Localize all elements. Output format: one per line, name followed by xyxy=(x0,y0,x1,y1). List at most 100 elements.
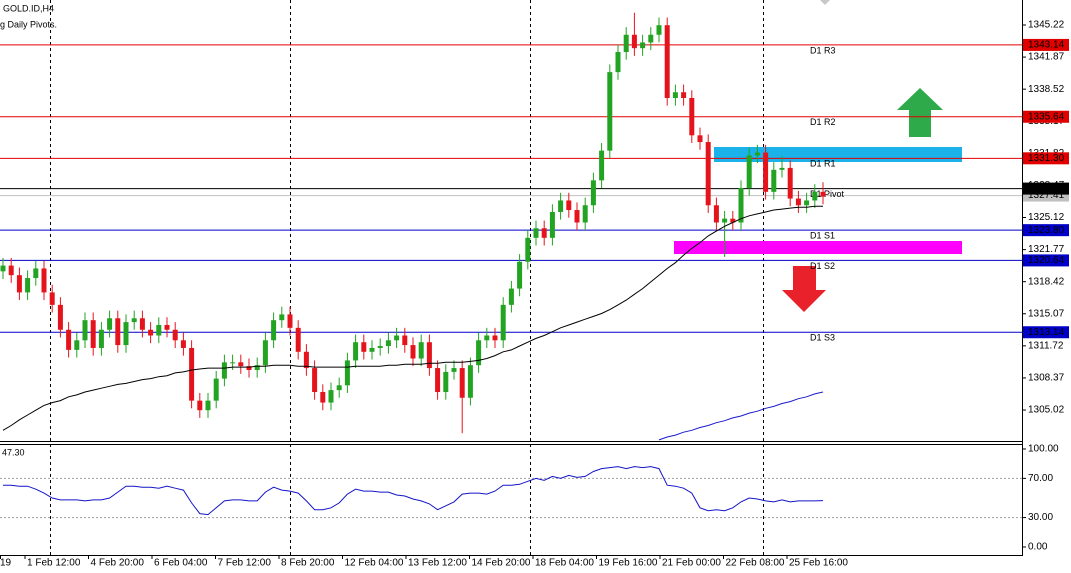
candle-body xyxy=(107,318,113,330)
candle-body xyxy=(402,335,408,346)
moving-average xyxy=(2,205,823,431)
candle-body xyxy=(74,340,80,350)
frame xyxy=(0,0,1023,556)
candle-body xyxy=(763,152,769,192)
candle-body xyxy=(590,180,596,206)
period-separators xyxy=(50,0,764,555)
candle-body xyxy=(394,335,400,341)
level-price-box xyxy=(1023,152,1069,165)
x-tick-label: 18 Feb 04:00 xyxy=(535,558,594,569)
pivot-level-name: D1 S2 xyxy=(810,261,835,271)
candle-body xyxy=(172,329,178,341)
y-tick-label: 30.00 xyxy=(1028,512,1053,523)
candle-body xyxy=(98,329,104,348)
candle-body xyxy=(377,346,383,348)
candle-body xyxy=(656,25,662,35)
y-tick-label: 70.00 xyxy=(1028,473,1053,484)
candle-body xyxy=(287,314,293,328)
candle-body xyxy=(599,150,605,181)
candle-body xyxy=(476,340,482,366)
candle-body xyxy=(467,365,473,398)
level-price-box xyxy=(1023,254,1069,267)
level-price-box xyxy=(1023,326,1069,339)
candle-body xyxy=(804,200,810,206)
candle-body xyxy=(697,135,703,143)
y-tick-label: 1345.22 xyxy=(1028,20,1065,31)
pivot-level-name: D1 S1 xyxy=(810,231,835,241)
candle-body xyxy=(681,92,687,98)
x-tick-label: 19 Feb 16:00 xyxy=(599,558,658,569)
x-tick-label: 12 Feb 04:00 xyxy=(345,558,404,569)
candle-body xyxy=(722,218,728,223)
chart-title: GOLD.ID,H4 xyxy=(3,3,54,13)
candle-body xyxy=(164,324,170,330)
candle-body xyxy=(369,347,375,352)
candle-body xyxy=(820,191,826,197)
candle-body xyxy=(82,320,88,341)
candle-body xyxy=(197,400,203,411)
x-tick-label: 22 Feb 08:00 xyxy=(726,558,785,569)
candle-body xyxy=(435,368,441,393)
candle-body xyxy=(812,191,818,201)
x-tick-label: 13 Feb 12:00 xyxy=(408,558,467,569)
candle-body xyxy=(115,318,121,346)
candle-body xyxy=(205,400,211,411)
candle-body xyxy=(492,335,498,341)
candle-body xyxy=(582,205,588,223)
candle-body xyxy=(517,261,523,289)
candle-body xyxy=(238,362,244,367)
candle-body xyxy=(705,142,711,206)
candle-body xyxy=(566,200,572,211)
pivot-level-name: D1 R3 xyxy=(810,45,836,55)
candle-body xyxy=(90,320,96,348)
up-arrow xyxy=(897,88,943,137)
y-tick-label: 1325.12 xyxy=(1028,212,1065,223)
candle-body xyxy=(771,169,777,192)
candle-body xyxy=(648,34,654,43)
candle-body xyxy=(541,228,547,238)
pivot-level-name: D1 S3 xyxy=(810,333,835,343)
level-price-label: 1343.14 xyxy=(1028,40,1065,51)
candle-body xyxy=(8,265,14,276)
candle-body xyxy=(312,368,318,393)
candle-body xyxy=(271,320,277,341)
level-price-box xyxy=(1023,182,1069,195)
x-tick-label: 14 Feb 20:00 xyxy=(472,558,531,569)
level-price-label: 1335.64 xyxy=(1028,111,1065,122)
candle-body xyxy=(180,340,186,348)
candle-body xyxy=(336,385,342,391)
candle-body xyxy=(361,342,367,352)
x-tick-label: 4 Feb 20:00 xyxy=(91,558,145,569)
scroll-marker xyxy=(820,0,830,5)
candle-body xyxy=(0,265,6,272)
y-tick-label: 1308.37 xyxy=(1028,373,1065,384)
candle-body xyxy=(500,304,506,341)
x-tick-label: 21 Feb 00:00 xyxy=(662,558,721,569)
candle-body xyxy=(320,392,326,403)
candle-body xyxy=(328,390,334,403)
candle-body xyxy=(139,318,145,330)
y-tick-label: 100.00 xyxy=(1028,444,1059,455)
candle-body xyxy=(623,34,629,53)
candle-body xyxy=(221,362,227,379)
candle-body xyxy=(344,360,350,386)
candle-body xyxy=(451,368,457,372)
candle-body xyxy=(49,292,55,305)
level-price-box xyxy=(1023,224,1069,237)
candle-body xyxy=(738,188,744,223)
level-price-box xyxy=(1023,110,1069,123)
y-tick-label: 1311.72 xyxy=(1028,340,1064,351)
x-tick-label: 19 xyxy=(0,558,12,569)
candle-body xyxy=(41,268,47,293)
candle-body xyxy=(615,52,621,73)
candle-body xyxy=(525,237,531,262)
indicator-title: g Daily Pivots. xyxy=(0,19,57,29)
x-tick-label: 7 Feb 12:00 xyxy=(218,558,272,569)
candle-body xyxy=(426,342,432,369)
moving-average xyxy=(658,391,824,441)
candle-body xyxy=(33,268,39,279)
x-tick-label: 1 Feb 12:00 xyxy=(27,558,81,569)
candle-body xyxy=(640,42,646,49)
candle-body xyxy=(508,288,514,305)
candle-body xyxy=(672,92,678,98)
